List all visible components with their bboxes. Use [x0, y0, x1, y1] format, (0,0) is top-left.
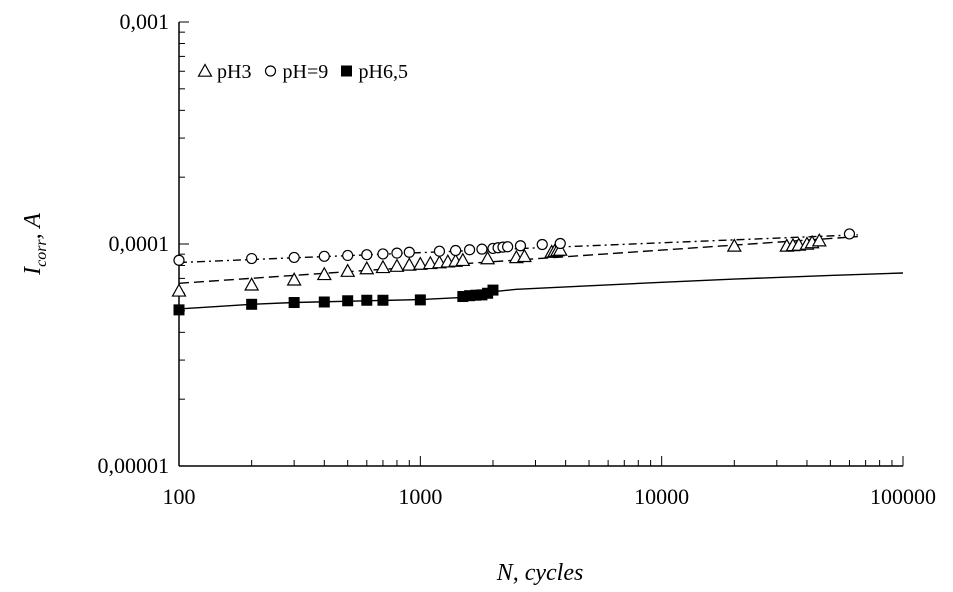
data-point-ph-9 — [476, 243, 488, 255]
x-tick-label: 1000 — [398, 484, 442, 509]
data-point-ph3 — [401, 257, 417, 271]
data-point-ph3 — [375, 259, 391, 274]
data-point-ph3 — [171, 283, 187, 297]
data-point-ph-9 — [536, 238, 548, 251]
data-point-ph-9 — [449, 244, 462, 257]
legend-marker-ph3 — [197, 63, 213, 77]
data-point-ph3 — [480, 250, 496, 265]
data-point-ph6-5 — [470, 289, 482, 301]
x-axis-title: N, cycles — [496, 560, 584, 586]
y-axis: 0,00001 0,0001 0,001 — [98, 9, 189, 478]
data-point-ph6-5 — [414, 294, 426, 306]
x-tick-label: 100 — [163, 484, 196, 509]
data-point-ph3 — [726, 238, 742, 252]
data-point-ph6-5 — [318, 296, 330, 308]
data-point-ph3 — [516, 248, 532, 263]
data-point-ph-9 — [377, 248, 389, 260]
data-point-ph6-5 — [361, 294, 373, 306]
data-point-ph3 — [412, 256, 428, 270]
y-axis-title-tail: , A — [20, 213, 46, 240]
data-point-ph6-5 — [476, 289, 488, 301]
data-point-ph-9 — [433, 245, 446, 257]
data-point-ph-9 — [318, 250, 330, 262]
x-axis: 100 1000 10000 100000 — [163, 456, 936, 509]
data-point-ph-9 — [288, 251, 300, 264]
x-tick-label: 100000 — [870, 484, 936, 509]
y-axis-title-sub: corr — [33, 239, 50, 267]
data-point-ph3 — [359, 260, 375, 275]
data-point-ph6-5 — [457, 291, 469, 303]
data-point-ph3 — [316, 266, 332, 281]
data-point-ph6-5 — [173, 304, 185, 316]
data-point-ph3 — [455, 252, 471, 267]
data-point-ph6-5 — [377, 294, 389, 306]
data-point-ph6-5 — [288, 297, 300, 309]
data-point-ph-9 — [173, 254, 185, 266]
data-point-ph3 — [552, 242, 568, 256]
data-point-ph3 — [340, 263, 356, 277]
legend-label-ph3: pH3 — [217, 61, 251, 83]
legend-marker-ph6-5 — [341, 65, 352, 77]
data-point-ph-9 — [463, 244, 476, 256]
data-point-ph3 — [244, 277, 260, 291]
data-point-ph6-5 — [464, 290, 476, 302]
y-tick-label: 0,0001 — [109, 231, 170, 256]
x-tick-label: 10000 — [634, 484, 689, 509]
data-point-ph-9 — [246, 252, 258, 265]
fit-line-ph6-5 — [178, 272, 904, 310]
y-tick-label: 0,001 — [120, 9, 170, 34]
data-point-ph6-5 — [487, 284, 499, 296]
fit-line-ph3 — [178, 235, 858, 284]
data-point-ph-9 — [361, 249, 373, 261]
legend: pH3 pH=9 pH6,5 — [197, 61, 408, 83]
data-point-ph-9 — [502, 241, 514, 253]
data-point-ph-9 — [403, 246, 415, 258]
data-point-ph-9 — [843, 228, 856, 240]
data-point-ph3 — [286, 272, 302, 286]
legend-label-ph6-5: pH6,5 — [359, 61, 408, 83]
legend-marker-ph-9 — [264, 65, 277, 77]
data-point-ph-9 — [391, 247, 403, 259]
data-point-ph3 — [811, 232, 827, 247]
data-point-ph6-5 — [342, 295, 354, 307]
data-markers — [171, 228, 856, 316]
y-axis-title-main: I — [20, 266, 46, 276]
data-point-ph-9 — [514, 240, 527, 252]
data-point-ph-9 — [554, 237, 566, 250]
legend-label-ph-9: pH=9 — [283, 61, 329, 83]
data-point-ph3 — [389, 258, 405, 272]
y-axis-title: Icorr, A — [20, 213, 50, 276]
data-point-ph-9 — [342, 249, 354, 262]
y-tick-label: 0,00001 — [98, 453, 170, 478]
data-point-ph6-5 — [246, 298, 258, 310]
